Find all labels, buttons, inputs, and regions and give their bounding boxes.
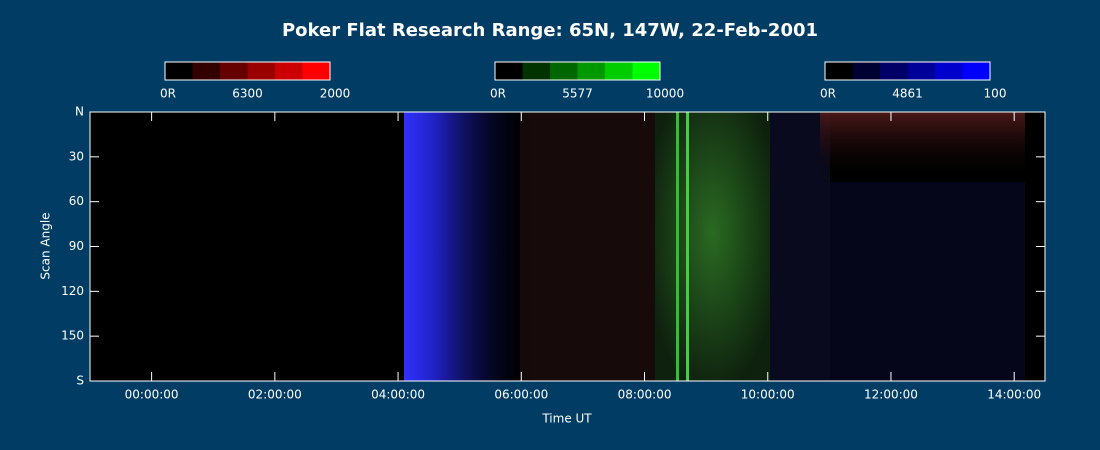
x-tick-label: 08:00:00 — [618, 388, 672, 402]
x-tick-label: 10:00:00 — [741, 388, 795, 402]
faint-blue-region — [830, 182, 1025, 381]
x-tick-label: 06:00:00 — [494, 388, 548, 402]
colorbar-segment — [275, 62, 303, 80]
colorbar-max-label: 2000 — [320, 87, 351, 101]
colorbar-frame — [494, 61, 661, 81]
faint-red-region — [520, 112, 660, 381]
colorbar-segment — [852, 62, 881, 80]
colorbar-segment — [962, 62, 991, 80]
colorbar-frame — [824, 61, 991, 81]
colorbar-segment — [495, 62, 523, 80]
colorbar-segment — [632, 62, 661, 80]
colorbar-segment — [247, 62, 276, 80]
colorbar-segment — [880, 62, 908, 80]
colorbar-segment — [577, 62, 606, 80]
colorbar-max-label: 10000 — [646, 87, 684, 101]
x-tick-label: 00:00:00 — [125, 388, 179, 402]
green-arc — [686, 112, 689, 381]
colorbar-wavelength: 6300 — [232, 87, 263, 101]
colorbar-min-label: 0R — [820, 87, 836, 101]
x-tick-label: 14:00:00 — [987, 388, 1041, 402]
x-tick-label: 04:00:00 — [371, 388, 425, 402]
green-aurora-region — [655, 112, 770, 381]
colorbar-wavelength: 4861 — [892, 87, 923, 101]
y-tick-label: 60 — [69, 194, 84, 208]
colorbar-segment — [302, 62, 331, 80]
chart-title: Poker Flat Research Range: 65N, 147W, 22… — [282, 20, 818, 41]
green-arc — [676, 112, 679, 381]
plot-image — [90, 112, 1045, 381]
x-axis-label: Time UT — [541, 412, 592, 426]
colorbar-segment — [907, 62, 936, 80]
y-tick-label: 150 — [61, 329, 84, 343]
colorbar-segment — [220, 62, 248, 80]
red-aurora-region — [820, 112, 1025, 182]
colorbar-segment — [550, 62, 578, 80]
y-tick-label: 120 — [61, 284, 84, 298]
colorbar-max-label: 100 — [984, 87, 1007, 101]
y-tick-label: 30 — [69, 149, 84, 163]
colorbar-min-label: 0R — [490, 87, 506, 101]
x-tick-label: 02:00:00 — [248, 388, 302, 402]
colorbar-segment — [935, 62, 963, 80]
colorbar-segment — [165, 62, 193, 80]
y-tick-label: 90 — [69, 239, 84, 253]
colorbar-segment — [192, 62, 221, 80]
colorbar-min-label: 0R — [160, 87, 176, 101]
y-tick-label: S — [76, 374, 84, 388]
x-tick-label: 12:00:00 — [864, 388, 918, 402]
colorbar-segment — [605, 62, 633, 80]
y-tick-label: N — [75, 105, 84, 119]
colorbar-wavelength: 5577 — [562, 87, 593, 101]
y-axis-label: Scan Angle — [39, 212, 53, 279]
colorbar-segment — [825, 62, 853, 80]
colorbar-segment — [522, 62, 551, 80]
blue-aurora-band — [404, 112, 534, 381]
colorbar-frame — [164, 61, 331, 81]
